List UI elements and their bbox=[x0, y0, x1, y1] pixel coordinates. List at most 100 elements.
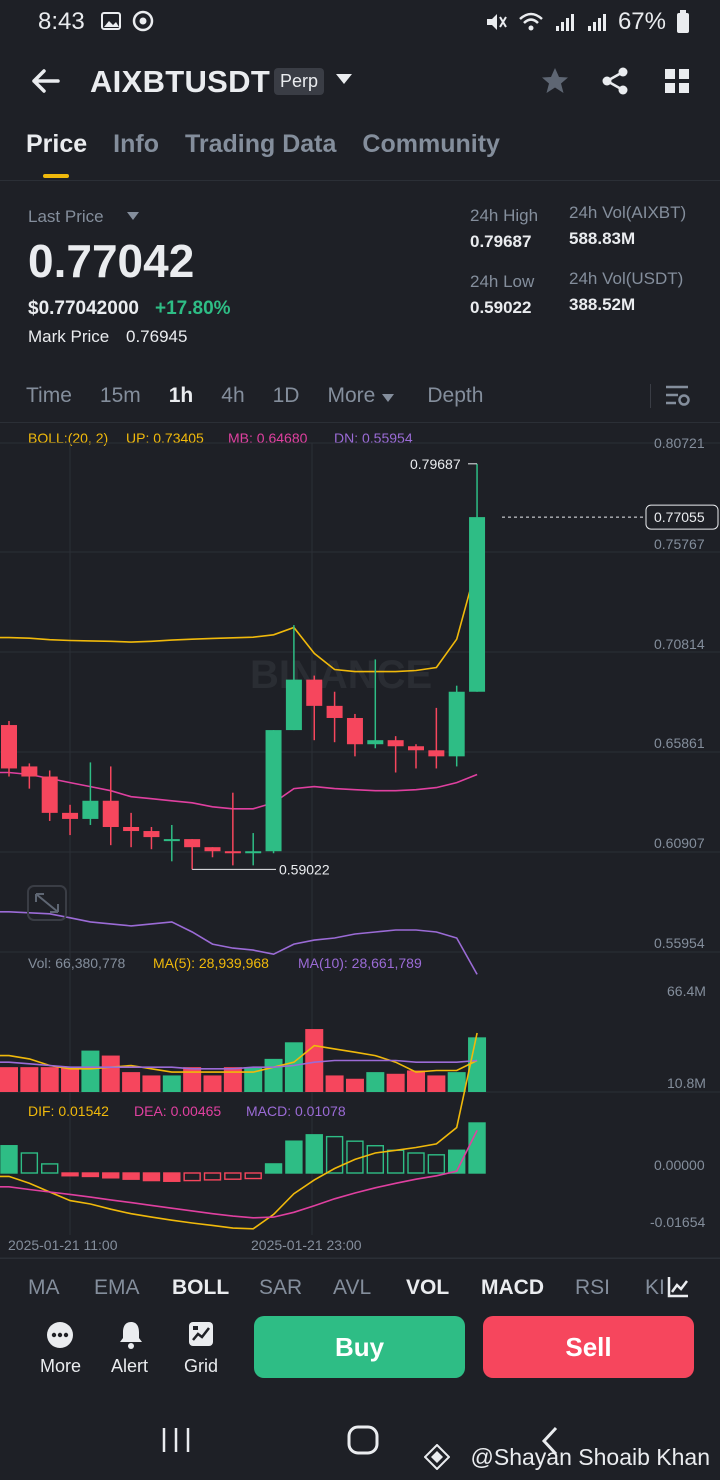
recent-apps-icon[interactable] bbox=[160, 1426, 192, 1454]
price-chart[interactable]: BINANCE 0.80721 0.75767 0.70814 0.65861 … bbox=[0, 430, 720, 1260]
volume-bar bbox=[427, 1075, 446, 1092]
macd-bar bbox=[244, 1172, 262, 1180]
vol-legend: Vol: 66,380,778 bbox=[28, 955, 126, 971]
grid-label[interactable]: Grid bbox=[184, 1356, 219, 1376]
indicator-avl[interactable]: AVL bbox=[333, 1276, 372, 1299]
volume-bar bbox=[244, 1067, 263, 1092]
grid-menu-icon[interactable] bbox=[664, 68, 690, 94]
symbol-title[interactable]: AIXBTUSDT bbox=[90, 64, 271, 99]
tf-1h[interactable]: 1h bbox=[168, 384, 194, 407]
candle-body bbox=[387, 740, 404, 747]
indicator-rsi[interactable]: RSI bbox=[575, 1276, 611, 1299]
last-price: 0.77042 bbox=[28, 235, 195, 287]
vol-quote-value: 388.52M bbox=[569, 295, 636, 314]
divider bbox=[0, 180, 720, 181]
volume-bar bbox=[122, 1072, 141, 1092]
volume-bar bbox=[81, 1050, 100, 1092]
battery-icon bbox=[677, 10, 689, 33]
indicator-vol[interactable]: VOL bbox=[406, 1276, 450, 1299]
tf-depth[interactable]: Depth bbox=[427, 384, 484, 407]
candle-body bbox=[265, 730, 282, 852]
tf-15m[interactable]: 15m bbox=[99, 384, 141, 407]
price-change: +17.80% bbox=[155, 298, 231, 319]
candle-body bbox=[346, 717, 363, 745]
time-axis-label: 2025-01-21 23:00 bbox=[251, 1237, 362, 1253]
candle-body bbox=[204, 847, 221, 852]
divider bbox=[0, 1258, 720, 1259]
volume-bar bbox=[305, 1029, 324, 1092]
share-icon[interactable] bbox=[600, 66, 630, 96]
indicator-macd[interactable]: MACD bbox=[481, 1276, 544, 1299]
back-nav-icon[interactable] bbox=[540, 1426, 560, 1456]
indicator-ema[interactable]: EMA bbox=[94, 1276, 140, 1299]
tf-1d[interactable]: 1D bbox=[272, 384, 300, 407]
volume-bars bbox=[0, 1029, 487, 1092]
high-marker: 0.79687 bbox=[410, 456, 461, 472]
sell-button[interactable]: Sell bbox=[483, 1316, 694, 1378]
favorite-star-icon[interactable] bbox=[540, 66, 570, 96]
candle-body bbox=[448, 691, 465, 757]
volume-bar bbox=[101, 1055, 120, 1092]
alert-label[interactable]: Alert bbox=[111, 1356, 149, 1376]
price-axis-label: 0.75767 bbox=[654, 536, 705, 552]
tf-more[interactable]: More bbox=[327, 384, 376, 407]
back-arrow-icon[interactable] bbox=[30, 66, 62, 96]
grid-bot-icon[interactable] bbox=[187, 1320, 215, 1348]
volume-bar bbox=[447, 1072, 466, 1092]
expand-chart-icon[interactable] bbox=[27, 885, 67, 921]
macd-value-legend: MACD: 0.01078 bbox=[246, 1103, 346, 1119]
status-bar: 8:43 67% bbox=[0, 0, 720, 44]
indicator-kdj[interactable]: KI bbox=[645, 1276, 665, 1299]
price-axis-label: 0.60907 bbox=[654, 835, 705, 851]
volume-bar bbox=[20, 1067, 39, 1092]
tf-time[interactable]: Time bbox=[26, 384, 72, 407]
main-tabs: Price Info Trading Data Community bbox=[26, 130, 500, 159]
timeframe-bar: Time 15m 1h 4h 1D More Depth bbox=[26, 384, 511, 408]
tf-4h[interactable]: 4h bbox=[221, 384, 245, 407]
indicator-settings-icon[interactable] bbox=[666, 1275, 690, 1299]
chart-settings-icon[interactable] bbox=[664, 384, 690, 408]
high-value: 0.79687 bbox=[470, 232, 532, 251]
macd-lines bbox=[0, 1032, 478, 1230]
volume-bar bbox=[366, 1072, 385, 1092]
macd-dea-legend: DEA: 0.00465 bbox=[134, 1103, 221, 1119]
macd-bar bbox=[386, 1149, 405, 1174]
wifi-icon bbox=[519, 12, 543, 31]
macd-axis-top: 0.00000 bbox=[654, 1157, 705, 1173]
last-price-label[interactable]: Last Price bbox=[28, 207, 104, 226]
tab-community[interactable]: Community bbox=[362, 130, 500, 158]
macd-dea-line bbox=[0, 1129, 478, 1219]
macd-bar bbox=[81, 1172, 100, 1178]
vol-base-value: 588.83M bbox=[569, 229, 636, 248]
home-icon[interactable] bbox=[346, 1424, 380, 1456]
current-price-tag-box bbox=[645, 504, 719, 530]
chrome-icon bbox=[132, 10, 154, 32]
mute-icon bbox=[486, 14, 507, 30]
indicator-sar[interactable]: SAR bbox=[259, 1276, 303, 1299]
indicator-boll[interactable]: BOLL bbox=[172, 1276, 230, 1299]
candle-body bbox=[143, 831, 160, 838]
low-marker: 0.59022 bbox=[279, 861, 330, 877]
signal-icon-2 bbox=[587, 14, 606, 31]
tab-price[interactable]: Price bbox=[26, 130, 88, 158]
vol-ma5-line bbox=[0, 1044, 478, 1073]
candles bbox=[1, 463, 486, 870]
last-price-dropdown-icon[interactable] bbox=[126, 211, 140, 221]
candle-body bbox=[123, 826, 140, 832]
indicator-ma[interactable]: MA bbox=[28, 1276, 60, 1299]
tf-more-dropdown-icon[interactable] bbox=[381, 393, 395, 403]
volume-bar bbox=[345, 1078, 364, 1092]
candle-body bbox=[285, 679, 302, 731]
more-label[interactable]: More bbox=[40, 1356, 82, 1376]
macd-bar bbox=[448, 1149, 466, 1174]
alert-bell-icon[interactable] bbox=[117, 1320, 145, 1350]
symbol-dropdown-icon[interactable] bbox=[334, 72, 354, 86]
tab-info[interactable]: Info bbox=[113, 130, 159, 158]
vol-base-label: 24h Vol(AIXBT) bbox=[569, 203, 687, 222]
candle-body bbox=[245, 851, 262, 854]
tab-trading-data[interactable]: Trading Data bbox=[185, 130, 337, 158]
boll-mb: MB: 0.64680 bbox=[228, 430, 308, 446]
buy-button[interactable]: Buy bbox=[254, 1316, 465, 1378]
macd-bar bbox=[285, 1140, 303, 1174]
more-icon[interactable] bbox=[46, 1321, 74, 1349]
